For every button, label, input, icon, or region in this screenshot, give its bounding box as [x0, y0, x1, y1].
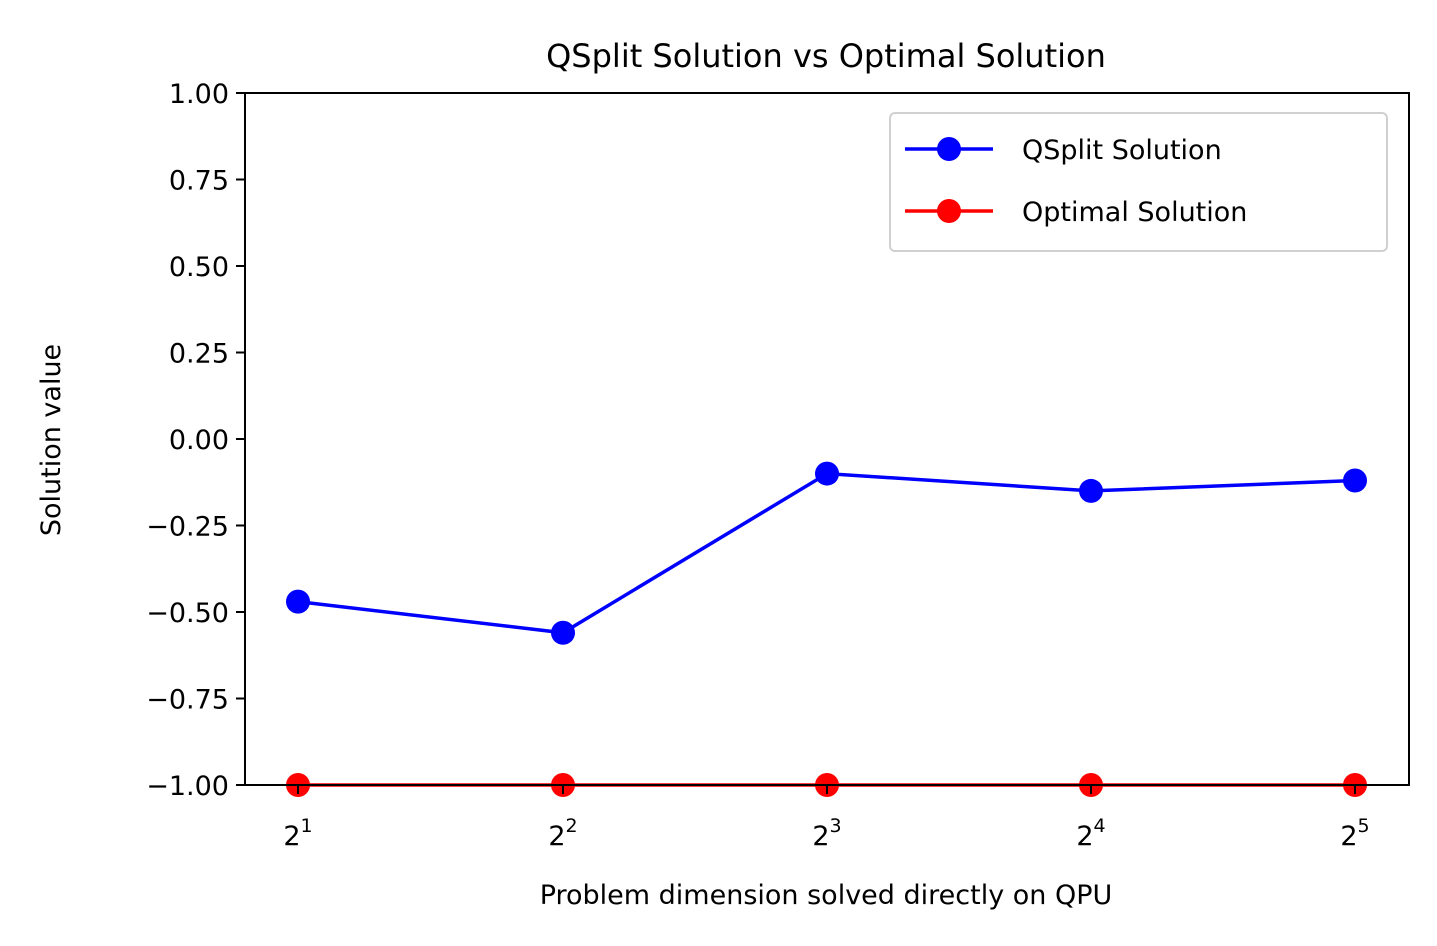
data-point: [286, 589, 310, 614]
x-tick-label: 21: [283, 815, 312, 852]
legend-box: [889, 112, 1388, 252]
chart-title: QSplit Solution vs Optimal Solution: [546, 37, 1106, 75]
y-tick-label: 0.00: [169, 425, 229, 456]
x-axis: 21 22 23 24 25: [283, 785, 1370, 852]
legend: QSplit Solution Optimal Solution: [889, 112, 1388, 252]
x-tick-label: 24: [1076, 815, 1105, 852]
legend-entry: QSplit Solution: [905, 135, 1222, 166]
series-line: [297, 471, 1356, 635]
x-tick-label: 25: [1340, 815, 1369, 852]
y-axis: 1.00 0.75 0.50 0.25 0.00 −0.25 −0.50 −0.75 −1.00: [146, 79, 245, 802]
y-tick-label: 0.50: [169, 252, 229, 283]
legend-marker: [937, 199, 961, 223]
x-axis-label: Problem dimension solved directly on QPU: [540, 880, 1113, 911]
x-tick-label: 22: [548, 815, 577, 852]
legend-marker: [937, 137, 961, 161]
x-tick-label: 23: [812, 815, 841, 852]
y-tick-label: 0.75: [169, 166, 229, 197]
y-tick-label: 0.25: [169, 339, 229, 370]
y-axis-label: Solution value: [36, 344, 67, 536]
data-point: [551, 620, 575, 645]
data-point: [815, 461, 839, 486]
legend-label: Optimal Solution: [1022, 197, 1247, 228]
legend-entry: Optimal Solution: [905, 197, 1247, 228]
y-tick-label: −0.25: [146, 512, 229, 543]
y-tick-label: 1.00: [169, 79, 229, 110]
y-tick-label: −0.75: [146, 685, 229, 716]
legend-label: QSplit Solution: [1022, 135, 1222, 166]
data-point: [1343, 468, 1367, 493]
data-point: [1079, 478, 1103, 503]
y-tick-label: −1.00: [146, 771, 229, 802]
series-0: [286, 461, 1367, 645]
y-tick-label: −0.50: [146, 598, 229, 629]
